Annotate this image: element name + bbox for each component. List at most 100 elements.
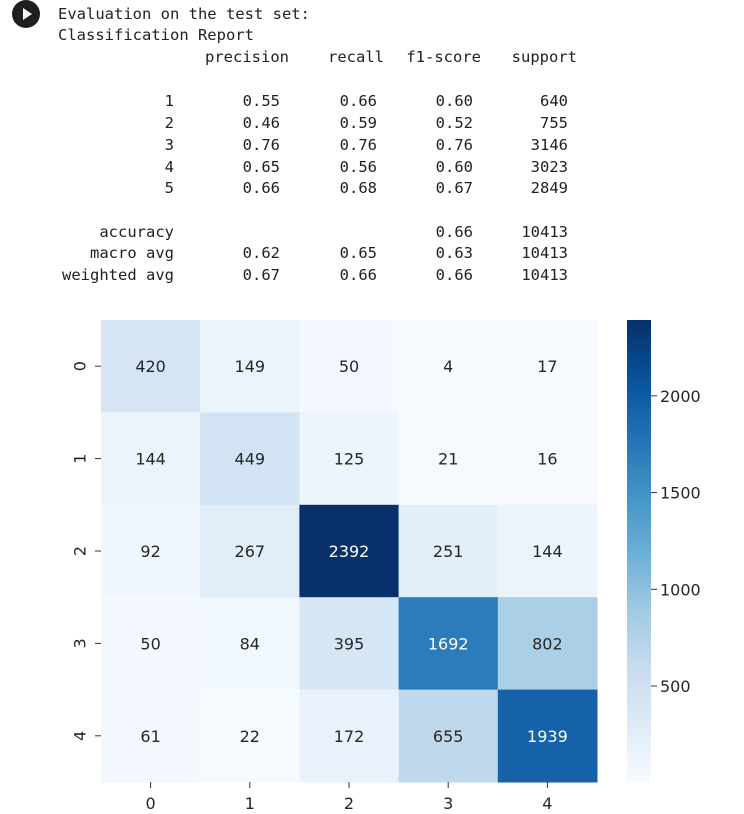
report-summary-support: 10413 [521, 266, 568, 284]
report-summary-label: macro avg [90, 244, 174, 262]
heatmap-cell [398, 597, 499, 691]
x-tick-label: 3 [443, 794, 453, 813]
heatmap-cell [398, 320, 499, 413]
y-tick-label: 0 [71, 361, 90, 371]
x-tick-label: 2 [344, 794, 354, 813]
heatmap-cell-label: 50 [339, 357, 359, 376]
heatmap-cell-label: 395 [334, 634, 365, 653]
x-tick-label: 4 [542, 794, 552, 813]
heatmap-cell-label: 144 [532, 542, 563, 561]
heatmap-cell [101, 412, 201, 506]
heatmap-cell-label: 802 [532, 634, 563, 653]
report-cell-recall: 0.59 [339, 114, 377, 132]
output-line-evaluation: Evaluation on the test set: [58, 5, 310, 23]
heatmap-cell [200, 504, 300, 598]
report-summary-label: accuracy [99, 223, 174, 241]
heatmap-cell-label: 61 [140, 727, 160, 746]
heatmap-cell-label: 92 [140, 542, 160, 561]
x-tick-label: 1 [245, 794, 255, 813]
heatmap-cell-label: 655 [433, 727, 464, 746]
report-summary-precision: 0.62 [242, 244, 280, 262]
y-tick-label: 2 [71, 546, 90, 556]
heatmap-cell [299, 597, 400, 691]
heatmap-cell-label: 50 [140, 634, 160, 653]
report-cell-precision: 0.66 [242, 179, 280, 197]
heatmap-cell-label: 449 [235, 450, 266, 469]
report-summary-f1: 0.66 [435, 223, 473, 241]
report-row-label: 5 [164, 179, 174, 197]
report-summary-f1: 0.66 [435, 266, 473, 284]
report-summary-support: 10413 [521, 223, 568, 241]
heatmap-cell-label: 172 [334, 727, 365, 746]
colorbar-tick-label: 1000 [660, 580, 701, 599]
heatmap-cell-label: 251 [433, 542, 464, 561]
heatmap-cell [101, 320, 201, 413]
report-summary-recall: 0.65 [339, 244, 377, 262]
report-summary-recall: 0.66 [339, 266, 377, 284]
heatmap-cell-label: 16 [537, 450, 557, 469]
heatmap-cell [200, 320, 300, 413]
colorbar-tick-label: 500 [660, 677, 691, 696]
heatmap-cell [299, 504, 400, 598]
heatmap-cell [497, 689, 598, 783]
heatmap-cell [497, 597, 598, 691]
heatmap-cell-label: 21 [438, 450, 458, 469]
heatmap-cell-label: 267 [235, 542, 266, 561]
heatmap-cell [497, 320, 598, 413]
x-tick-label: 0 [146, 794, 156, 813]
colorbar [627, 320, 651, 782]
report-header-f1-score: f1-score [406, 48, 481, 66]
heatmap-cell [299, 689, 400, 783]
heatmap-cell-label: 149 [235, 357, 266, 376]
report-cell-recall: 0.66 [339, 92, 377, 110]
output-line-report-title: Classification Report [58, 26, 254, 44]
report-header-precision: precision [205, 48, 289, 66]
heatmap-cell [299, 412, 400, 506]
heatmap-cell-label: 1692 [428, 634, 469, 653]
report-summary-precision: 0.67 [242, 266, 280, 284]
y-tick-label: 4 [71, 731, 90, 741]
heatmap-cell [101, 504, 201, 598]
heatmap-cell-label: 22 [240, 727, 260, 746]
report-header-support: support [511, 48, 577, 66]
heatmap-cell-label: 84 [240, 634, 260, 653]
heatmap-cell [101, 689, 201, 783]
report-cell-f1: 0.60 [435, 158, 473, 176]
report-cell-precision: 0.46 [242, 114, 280, 132]
heatmap-cell [101, 597, 201, 691]
report-cell-precision: 0.55 [242, 92, 280, 110]
report-row-label: 1 [164, 92, 174, 110]
report-cell-support: 640 [540, 92, 568, 110]
run-cell-button[interactable] [12, 0, 40, 28]
heatmap-cell [497, 504, 598, 598]
heatmap-cell [299, 320, 400, 413]
report-cell-f1: 0.52 [435, 114, 473, 132]
report-cell-f1: 0.60 [435, 92, 473, 110]
report-cell-recall: 0.56 [339, 158, 377, 176]
report-cell-recall: 0.68 [339, 179, 377, 197]
report-cell-support: 3146 [530, 136, 568, 154]
heatmap-cell [200, 689, 300, 783]
heatmap-cell-label: 2392 [329, 542, 370, 561]
report-cell-f1: 0.76 [435, 136, 473, 154]
report-summary-label: weighted avg [62, 266, 174, 284]
report-header-recall: recall [328, 48, 384, 66]
heatmap-cell [398, 412, 499, 506]
report-cell-support: 3023 [530, 158, 568, 176]
colorbar-tick-label: 2000 [660, 387, 701, 406]
heatmap-cell [200, 412, 300, 506]
report-cell-recall: 0.76 [339, 136, 377, 154]
report-cell-support: 2849 [530, 179, 568, 197]
report-summary-f1: 0.63 [435, 244, 473, 262]
heatmap-cell-label: 17 [537, 357, 557, 376]
heatmap-cell-label: 420 [135, 357, 166, 376]
heatmap-cell-label: 1939 [527, 727, 568, 746]
report-cell-precision: 0.65 [242, 158, 280, 176]
report-cell-precision: 0.76 [242, 136, 280, 154]
y-tick-label: 1 [71, 454, 90, 464]
heatmap-cell [200, 597, 300, 691]
heatmap-cell [398, 689, 499, 783]
report-summary-support: 10413 [521, 244, 568, 262]
report-row-label: 2 [164, 114, 174, 132]
